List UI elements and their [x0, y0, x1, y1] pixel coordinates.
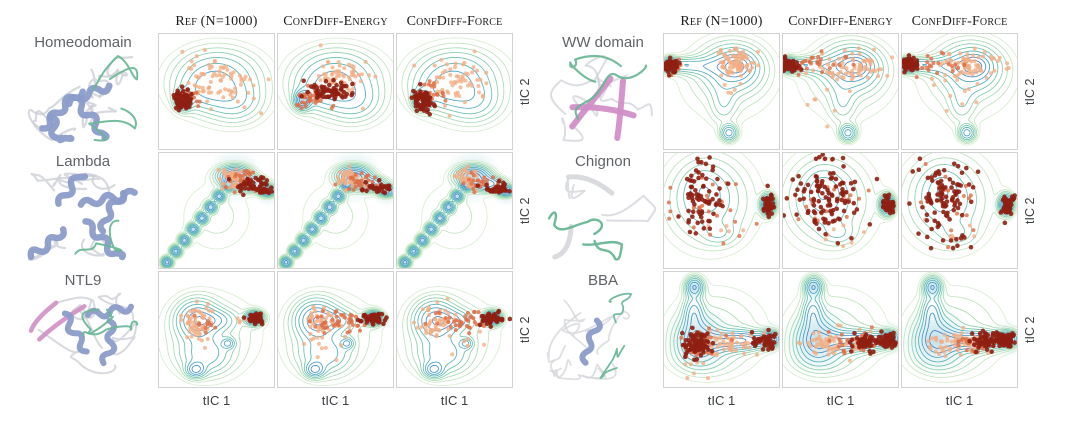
tica-plot-ww-domain-ref	[663, 33, 780, 150]
tica-plot-lambda-force	[396, 152, 513, 269]
tica-plot-ww-domain-energy-canvas	[783, 34, 898, 149]
panel-left: Ref (N=1000) ConfDiff-Energy ConfDiff-Fo…	[10, 10, 535, 408]
chignon-structure-image	[545, 171, 661, 263]
tica-plot-ww-domain-energy	[782, 33, 899, 150]
tica-plot-homeodomain-ref-canvas	[159, 34, 274, 149]
tica-plot-bba-force-canvas	[902, 272, 1017, 387]
tica-plot-ntl9-ref	[158, 271, 275, 388]
protein-label: NTL9	[64, 272, 102, 289]
column-header-energy: ConfDiff-Energy	[788, 14, 893, 29]
tica-plot-lambda-force-canvas	[397, 153, 512, 268]
protein-label: Chignon	[575, 153, 631, 170]
tica-plot-bba-ref-canvas	[664, 272, 779, 387]
x-axis-label: tIC 1	[707, 393, 736, 408]
tica-plot-chignon-force	[901, 152, 1018, 269]
tica-plot-ntl9-energy	[277, 271, 394, 388]
tica-plot-ntl9-force-canvas	[397, 272, 512, 387]
protein-label: Homeodomain	[34, 34, 132, 51]
column-header-ref: Ref (N=1000)	[680, 14, 763, 29]
panel-right: Ref (N=1000) ConfDiff-Energy ConfDiff-Fo…	[545, 10, 1040, 408]
tica-plot-lambda-energy	[277, 152, 394, 269]
tica-plot-homeodomain-energy-canvas	[278, 34, 393, 149]
tica-plot-ntl9-ref-canvas	[159, 272, 274, 387]
protein-block-bba: BBA	[545, 271, 661, 388]
tica-plot-lambda-ref-canvas	[159, 153, 274, 268]
y-axis-label: tIC 2	[1023, 78, 1037, 105]
tica-plot-bba-force	[901, 271, 1018, 388]
protein-block-chignon: Chignon	[545, 152, 661, 269]
protein-block-ww-domain: WW domain	[545, 33, 661, 150]
ntl9-structure-image	[25, 290, 141, 382]
y-axis-label: tIC 2	[1023, 316, 1037, 343]
protein-block-lambda: Lambda	[10, 152, 156, 269]
tica-plot-chignon-energy-canvas	[783, 153, 898, 268]
protein-block-homeodomain: Homeodomain	[10, 33, 156, 150]
tica-plot-bba-energy-canvas	[783, 272, 898, 387]
lambda-structure-image	[25, 171, 141, 263]
bba-structure-image	[545, 290, 661, 382]
ntl9-structure-image-svg	[28, 292, 139, 375]
column-header-force: ConfDiff-Force	[406, 14, 503, 29]
homeodomain-structure-image-svg	[27, 55, 139, 144]
y-axis-label: tIC 2	[518, 78, 532, 105]
column-header-ref: Ref (N=1000)	[175, 14, 258, 29]
tica-plot-bba-energy	[782, 271, 899, 388]
protein-label: WW domain	[562, 34, 644, 51]
x-axis-label: tIC 1	[321, 393, 350, 408]
homeodomain-structure-image	[25, 52, 141, 144]
tica-plot-chignon-energy	[782, 152, 899, 269]
tica-plot-chignon-ref	[663, 152, 780, 269]
tica-plot-ww-domain-force	[901, 33, 1018, 150]
y-axis-label: tIC 2	[518, 197, 532, 224]
ww-domain-structure-image	[545, 52, 661, 144]
tica-plot-lambda-energy-canvas	[278, 153, 393, 268]
tica-plot-homeodomain-force-canvas	[397, 34, 512, 149]
x-axis-label: tIC 1	[202, 393, 231, 408]
tica-plot-chignon-ref-canvas	[664, 153, 779, 268]
x-axis-label: tIC 1	[440, 393, 469, 408]
protein-label: BBA	[587, 272, 618, 289]
x-axis-label: tIC 1	[826, 393, 855, 408]
tica-plot-ntl9-force	[396, 271, 513, 388]
y-axis-label: tIC 2	[518, 316, 532, 343]
x-axis-label: tIC 1	[945, 393, 974, 408]
tica-plot-bba-ref	[663, 271, 780, 388]
column-header-force: ConfDiff-Force	[911, 14, 1008, 29]
column-header-energy: ConfDiff-Energy	[283, 14, 388, 29]
chignon-structure-image-svg	[547, 174, 657, 261]
ww-domain-structure-image-svg	[550, 54, 653, 142]
tica-plot-ww-domain-ref-canvas	[664, 34, 779, 149]
tica-plot-homeodomain-force	[396, 33, 513, 150]
protein-block-ntl9: NTL9	[10, 271, 156, 388]
tica-plot-chignon-force-canvas	[902, 153, 1017, 268]
protein-label: Lambda	[55, 153, 111, 170]
tica-plot-lambda-ref	[158, 152, 275, 269]
bba-structure-image-svg	[546, 292, 633, 381]
tica-plot-homeodomain-ref	[158, 33, 275, 150]
tica-plot-ww-domain-force-canvas	[902, 34, 1017, 149]
y-axis-label: tIC 2	[1023, 197, 1037, 224]
tica-plot-homeodomain-energy	[277, 33, 394, 150]
lambda-structure-image-svg	[27, 172, 138, 262]
tica-plot-ntl9-energy-canvas	[278, 272, 393, 387]
